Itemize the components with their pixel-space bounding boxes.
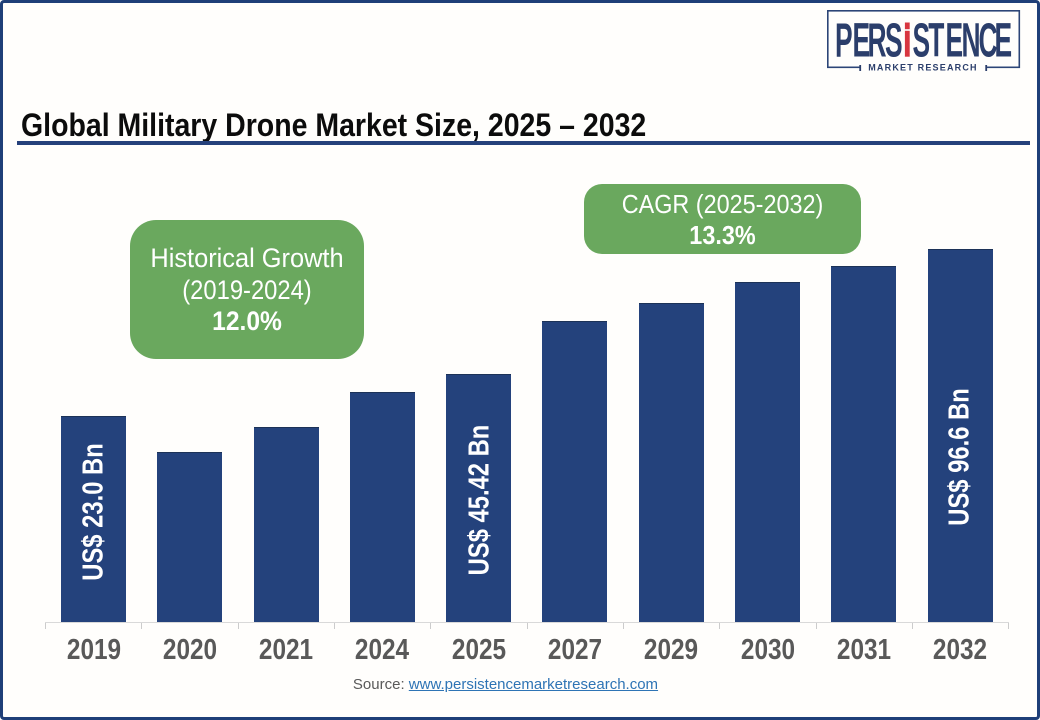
svg-text:T: T <box>928 14 944 67</box>
svg-text:C: C <box>979 14 998 67</box>
svg-text:N: N <box>962 14 981 67</box>
svg-text:MARKET RESEARCH: MARKET RESEARCH <box>868 63 978 73</box>
svg-text:S: S <box>913 14 931 67</box>
svg-text:E: E <box>995 14 1013 67</box>
svg-text:R: R <box>868 14 887 67</box>
svg-text:E: E <box>853 14 871 67</box>
svg-text:S: S <box>885 14 903 67</box>
svg-text:P: P <box>835 14 853 67</box>
svg-text:E: E <box>946 14 964 67</box>
